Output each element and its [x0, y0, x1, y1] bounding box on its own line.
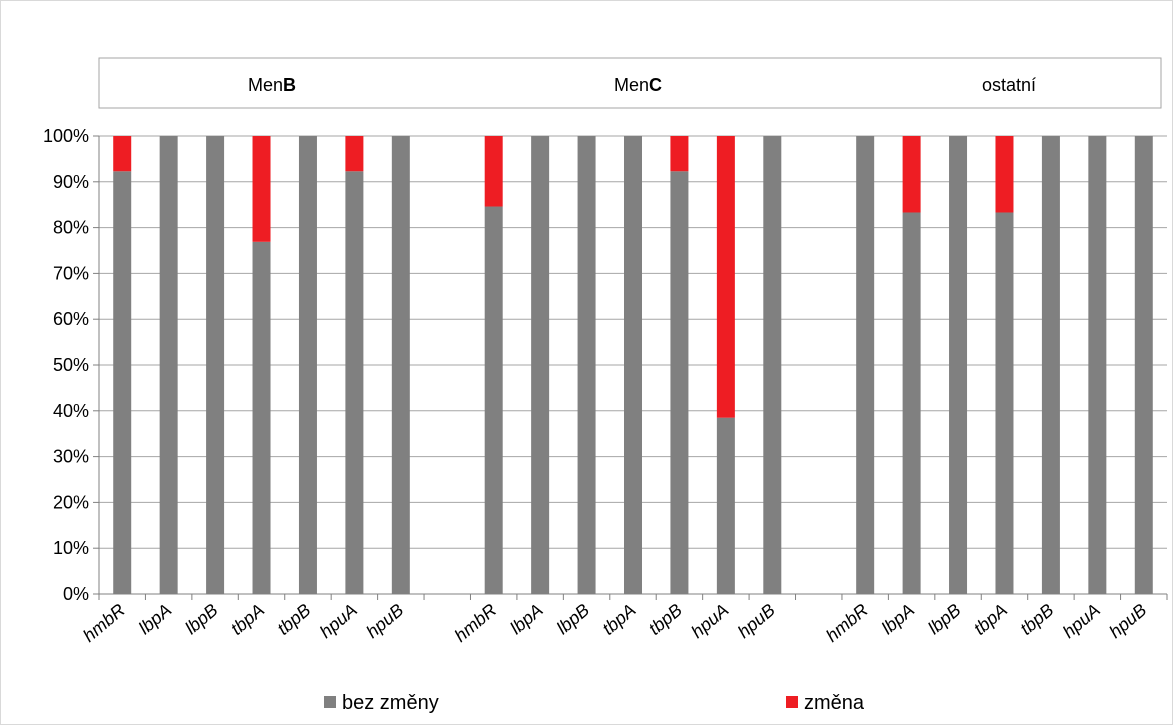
group-title-prefix: Men [248, 75, 283, 95]
axes [93, 135, 1168, 600]
y-tick-label: 50% [53, 355, 89, 375]
bar-segment-zmena [995, 136, 1014, 213]
bar-segment-zmena [670, 136, 689, 172]
y-tick-label: 0% [63, 584, 89, 604]
bar-segment-bez-zmeny [484, 206, 503, 595]
x-tick-label: tbpB [645, 600, 686, 639]
x-tick-label: lbpA [135, 600, 175, 638]
x-tick-label: tbpA [598, 600, 639, 639]
group-title: ostatní [982, 75, 1036, 95]
bar-segment-bez-zmeny [206, 136, 225, 594]
bar-segment-bez-zmeny [949, 136, 968, 594]
x-tick-label: tbpB [1016, 600, 1057, 639]
legend-swatch [786, 696, 798, 708]
bar-segment-zmena [252, 136, 271, 242]
bar-segment-zmena [484, 136, 503, 207]
y-tick-label: 70% [53, 263, 89, 283]
bar-segment-bez-zmeny [298, 136, 317, 594]
x-tick-label: lbpA [506, 600, 546, 638]
x-tick-label: lbpB [181, 600, 221, 638]
bar-segment-zmena [113, 136, 132, 172]
x-tick-label: tbpA [227, 600, 268, 639]
bar-segment-bez-zmeny [577, 136, 596, 594]
legend-label: bez změny [342, 692, 439, 714]
y-tick-labels: 0% 10% 20% 30% 40% 50% 60% 70% 80% 90% 100% [43, 126, 89, 604]
group-title-bold: C [649, 75, 662, 95]
group-title-prefix: ostatní [982, 75, 1036, 95]
group-title: MenB [248, 75, 296, 95]
bar-segment-bez-zmeny [159, 136, 178, 594]
x-tick-label: tbpB [273, 600, 314, 639]
x-tick-label: tbpA [970, 600, 1011, 639]
y-tick-label: 10% [53, 538, 89, 558]
bar-segment-bez-zmeny [1088, 136, 1107, 594]
bars [113, 136, 1153, 595]
group-title-bold: B [283, 75, 296, 95]
x-tick-label: hpuA [687, 600, 732, 642]
group-header-box [98, 57, 1162, 109]
bar-segment-bez-zmeny [1134, 136, 1153, 594]
x-tick-label: hmbR [451, 600, 501, 646]
bar-segment-bez-zmeny [345, 171, 364, 595]
bar-segment-zmena [345, 136, 364, 172]
x-tick-label: lbpA [878, 600, 918, 638]
y-tick-label: 40% [53, 401, 89, 421]
y-tick-label: 60% [53, 309, 89, 329]
bar-segment-bez-zmeny [113, 171, 132, 595]
y-tick-label: 20% [53, 492, 89, 512]
legend-label: změna [804, 692, 865, 714]
bar-segment-bez-zmeny [624, 136, 642, 594]
x-tick-label: hpuA [1059, 600, 1104, 642]
bar-segment-bez-zmeny [391, 136, 410, 594]
x-tick-label: hpuB [1105, 600, 1150, 642]
legend: bez změny změna [324, 692, 865, 714]
bar-segment-bez-zmeny [716, 417, 735, 594]
bar-segment-bez-zmeny [670, 171, 689, 595]
x-tick-label: hpuA [316, 600, 361, 642]
y-tick-label: 80% [53, 218, 89, 238]
x-tick-labels: hmbR lbpA lbpB tbpA tbpB hpuA hpuB hmbR lbpA lbpB… [79, 600, 1150, 646]
x-tick-label: hpuB [734, 600, 779, 642]
group-title: MenC [614, 75, 662, 95]
group-header: MenB MenC ostatní [98, 57, 1162, 109]
x-tick-label: hmbR [822, 600, 872, 646]
bar-segment-bez-zmeny [252, 241, 271, 594]
bar-segment-zmena [716, 136, 735, 418]
x-tick-label: hpuB [362, 600, 407, 642]
bar-segment-bez-zmeny [763, 136, 782, 594]
bar-segment-bez-zmeny [531, 136, 550, 594]
x-tick-label: lbpB [553, 600, 593, 638]
group-title-prefix: Men [614, 75, 649, 95]
x-tick-label: lbpB [924, 600, 964, 638]
bar-segment-zmena [902, 136, 921, 213]
legend-swatch [324, 696, 336, 708]
y-tick-label: 100% [43, 126, 89, 146]
bar-segment-bez-zmeny [856, 136, 875, 594]
bar-segment-bez-zmeny [995, 212, 1014, 594]
bar-segment-bez-zmeny [902, 212, 921, 594]
y-tick-label: 30% [53, 447, 89, 467]
bar-segment-bez-zmeny [1041, 136, 1060, 594]
x-tick-label: hmbR [79, 600, 129, 646]
y-tick-label: 90% [53, 172, 89, 192]
